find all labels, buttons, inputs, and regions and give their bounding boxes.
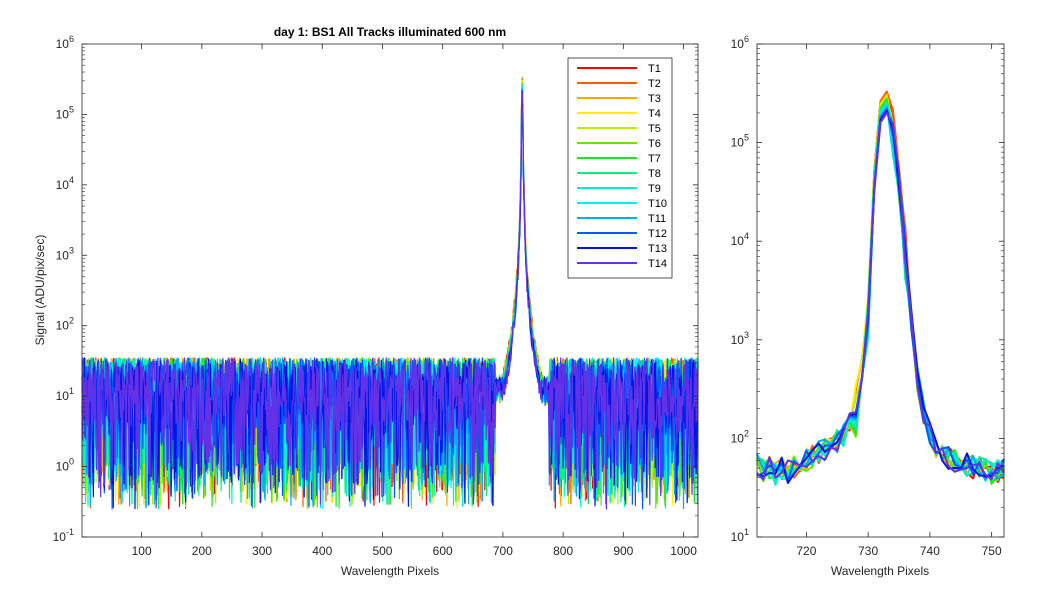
series-line-t13: [81, 91, 699, 510]
legend-box: [567, 57, 673, 279]
main-x-tick-label: 600: [433, 544, 453, 558]
zoom-y-tick-label: 103: [731, 330, 749, 347]
legend-label-t11: T11: [648, 213, 666, 225]
legend-label-t4: T4: [648, 108, 661, 120]
main-x-ticks: 100 200 300 400 500 600 700 800 900 1000: [132, 44, 697, 558]
zoom-y-tick-label: 106: [731, 34, 749, 51]
legend-label-t2: T2: [648, 78, 661, 90]
main-x-axis-label: Wavelength Pixels: [341, 564, 439, 578]
legend-label-t14: T14: [648, 258, 667, 270]
zoom-series-line-t13: [756, 109, 1005, 484]
legend-label-t6: T6: [648, 138, 661, 150]
legend-label-t9: T9: [648, 183, 661, 195]
main-y-tick-label: 106: [56, 34, 74, 51]
zoom-y-tick-label: 104: [731, 231, 749, 248]
zoom-y-tick-label: 101: [731, 527, 749, 544]
legend-label-t5: T5: [648, 123, 661, 135]
main-x-tick-label: 1000: [670, 544, 697, 558]
main-axes-box: [81, 43, 699, 538]
main-y-tick-label: 103: [56, 245, 74, 262]
main-x-tick-label: 400: [312, 544, 332, 558]
main-y-axis-label: Signal (ADU/pix/sec): [33, 235, 47, 346]
legend-label-t12: T12: [648, 228, 667, 240]
legend-label-t8: T8: [648, 168, 661, 180]
legend-label-t3: T3: [648, 93, 661, 105]
main-y-tick-label: 104: [56, 175, 74, 192]
main-x-tick-label: 700: [493, 544, 513, 558]
main-y-tick-label: 101: [56, 386, 74, 403]
main-x-tick-label: 800: [553, 544, 573, 558]
main-y-tick-label: 105: [56, 104, 74, 121]
zoom-series-line-t14: [756, 111, 1005, 481]
zoom-y-ticks: 101 102 103 104 105 106: [731, 34, 1004, 544]
legend-label-t1: T1: [648, 63, 661, 75]
zoom-x-tick-label: 750: [982, 544, 1002, 558]
legend-items: T1 T2 T3 T4 T5 T6 T7 T8 T9 T10 T11 T12 T13 T14: [577, 63, 667, 270]
zoom-chart: 720 730 740 750 101 102 103 104 105 106 Waveleng…: [731, 34, 1005, 578]
zoom-x-tick-label: 730: [858, 544, 878, 558]
zoom-x-axis-label: Wavelength Pixels: [831, 564, 929, 578]
main-chart: day 1: BS1 All Tracks illuminated 600 nm…: [33, 25, 699, 578]
zoom-x-tick-label: 740: [920, 544, 940, 558]
main-x-tick-label: 500: [372, 544, 392, 558]
main-x-tick-label: 300: [252, 544, 272, 558]
main-y-tick-label: 100: [56, 457, 74, 474]
chart-title: day 1: BS1 All Tracks illuminated 600 nm: [274, 25, 506, 39]
main-y-tick-label: 102: [56, 316, 74, 333]
main-x-tick-label: 100: [132, 544, 152, 558]
legend-label-t13: T13: [648, 243, 667, 255]
legend-label-t7: T7: [648, 153, 661, 165]
series-line-t14: [81, 92, 699, 510]
zoom-axes-box: [756, 43, 1005, 538]
legend-label-t10: T10: [648, 198, 667, 210]
main-series-group: [81, 77, 699, 510]
main-x-tick-label: 200: [192, 544, 212, 558]
legend: T1 T2 T3 T4 T5 T6 T7 T8 T9 T10 T11 T12 T13 T14: [567, 57, 673, 279]
zoom-y-tick-label: 102: [731, 428, 749, 445]
zoom-y-tick-label: 105: [731, 133, 749, 150]
zoom-series-group: [756, 90, 1005, 486]
zoom-x-ticks: 720 730 740 750: [796, 44, 1002, 558]
main-x-tick-label: 900: [613, 544, 633, 558]
zoom-x-tick-label: 720: [796, 544, 816, 558]
main-y-tick-label: 10-1: [53, 527, 74, 544]
